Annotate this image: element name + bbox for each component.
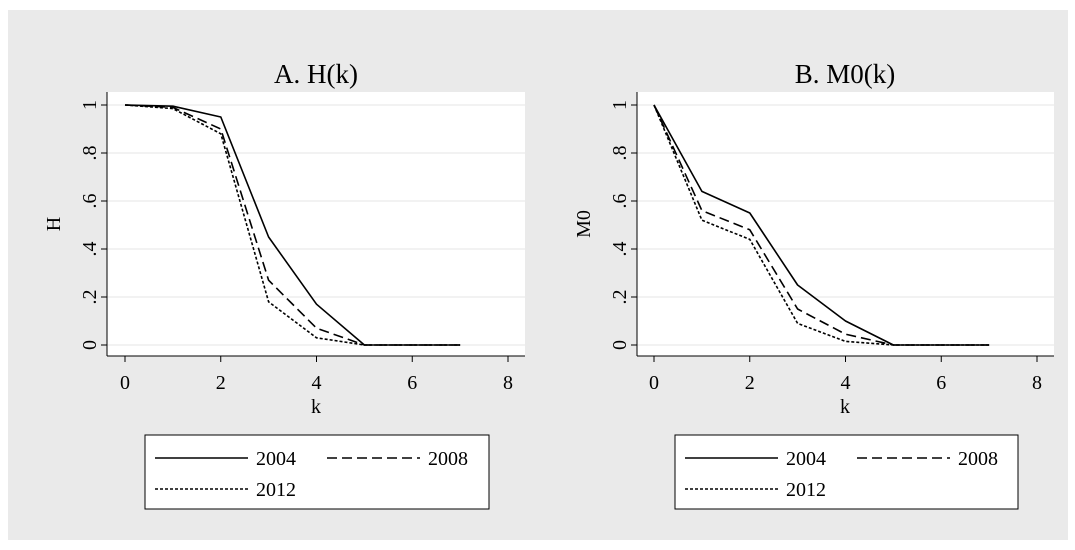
series-line-2012 [653, 104, 990, 346]
plot-area [107, 92, 525, 356]
x-tick-label: 4 [841, 372, 851, 394]
y-axis-label: M0 [573, 210, 595, 238]
plot-area [637, 92, 1054, 356]
x-ticks: 0 2 4 6 8 [649, 356, 1042, 394]
chart-title: A. H(k) [274, 59, 358, 89]
y-tick-label: .8 [79, 146, 101, 161]
x-ticks: 0 2 4 6 8 [120, 356, 513, 394]
x-tick-label: 2 [216, 372, 226, 394]
y-tick-label: .8 [609, 146, 631, 161]
legend-label-2012: 2012 [256, 479, 296, 501]
y-tick-label: 0 [79, 340, 101, 350]
x-tick-label: 8 [503, 372, 513, 394]
x-tick-label: 8 [1032, 372, 1042, 394]
y-tick-label: .6 [609, 194, 631, 209]
series-line-2008 [653, 104, 990, 346]
y-tick-label: .2 [79, 290, 101, 305]
x-axis-label: k [311, 396, 321, 418]
legend: 2004 2008 2012 [674, 434, 1019, 510]
legend-label-2012: 2012 [786, 479, 826, 501]
x-tick-label: 6 [407, 372, 417, 394]
y-tick-label: .6 [79, 194, 101, 209]
y-tick-label: 0 [609, 340, 631, 350]
series-lines [653, 104, 990, 346]
y-ticks: 0 .2 .4 .6 .8 1 [609, 100, 637, 350]
chart-title: B. M0(k) [795, 59, 896, 89]
x-tick-label: 4 [312, 372, 322, 394]
y-ticks: 0 .2 .4 .6 .8 1 [79, 100, 107, 350]
series-line-2008 [124, 104, 461, 346]
x-tick-label: 2 [745, 372, 755, 394]
y-tick-label: .4 [79, 242, 101, 257]
legend-box [674, 434, 1019, 510]
legend-label-2008: 2008 [428, 448, 468, 470]
series-line-2012 [124, 104, 461, 346]
legend-label-2004: 2004 [786, 448, 826, 470]
series-lines [124, 104, 461, 346]
panel-h-k: A. H(k) 0 .2 .4 .6 .8 1 0 2 4 6 8 H k 2004 2008 2… [43, 59, 525, 510]
legend: 2004 2008 2012 [144, 434, 490, 510]
x-tick-label: 0 [649, 372, 659, 394]
x-axis-label: k [840, 396, 850, 418]
y-tick-label: .4 [609, 242, 631, 257]
legend-box [144, 434, 490, 510]
x-tick-label: 0 [120, 372, 130, 394]
x-tick-label: 6 [936, 372, 946, 394]
y-tick-label: 1 [79, 100, 101, 110]
y-axis-label: H [43, 217, 65, 231]
legend-label-2008: 2008 [958, 448, 998, 470]
panel-m0-k: B. M0(k) 0 .2 .4 .6 .8 1 0 2 4 6 8 M0 k 2004 2008… [573, 59, 1054, 510]
y-tick-label: 1 [609, 100, 631, 110]
y-tick-label: .2 [609, 290, 631, 305]
legend-label-2004: 2004 [256, 448, 296, 470]
